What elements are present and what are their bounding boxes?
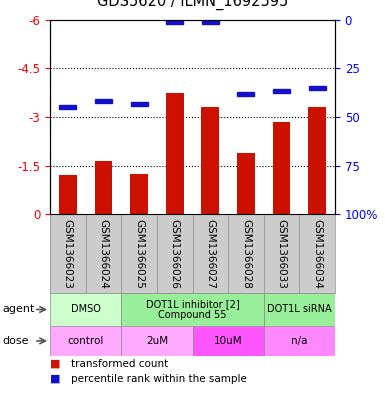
Text: GSM1366023: GSM1366023 [63,219,73,288]
Text: GDS5620 / ILMN_1692595: GDS5620 / ILMN_1692595 [97,0,288,10]
Text: n/a: n/a [291,336,308,346]
Bar [201,107,219,214]
Text: GSM1366025: GSM1366025 [134,219,144,288]
Bar [131,102,147,106]
Text: transformed count: transformed count [71,359,169,369]
Text: GSM1366033: GSM1366033 [276,219,286,288]
Bar [264,293,335,326]
Bar [308,107,326,214]
Text: GSM1366024: GSM1366024 [99,219,109,288]
Text: agent: agent [2,305,34,314]
Text: DOT1L siRNA: DOT1L siRNA [267,305,331,314]
Bar [95,99,112,103]
Bar [273,122,290,214]
Bar [50,326,121,356]
Bar [237,152,255,214]
Bar [273,89,290,93]
Text: dose: dose [2,336,28,346]
Bar [166,20,183,24]
Text: DOT1L inhibitor [2]
Compound 55: DOT1L inhibitor [2] Compound 55 [146,299,239,320]
Bar [309,86,326,90]
Bar [121,293,264,326]
Bar [121,326,192,356]
Text: GSM1366034: GSM1366034 [312,219,322,288]
Bar [238,92,254,96]
Text: control: control [67,336,104,346]
Text: ■: ■ [50,374,60,384]
Bar [95,161,112,214]
Bar [59,105,76,109]
Bar [264,326,335,356]
Bar [192,326,264,356]
Text: percentile rank within the sample: percentile rank within the sample [71,374,247,384]
Text: GSM1366028: GSM1366028 [241,219,251,288]
Bar [166,93,184,214]
Text: DMSO: DMSO [71,305,100,314]
Text: 2uM: 2uM [146,336,168,346]
Bar [202,20,219,24]
Text: ■: ■ [50,359,60,369]
Bar [130,174,148,214]
Bar [50,293,121,326]
Text: 10uM: 10uM [214,336,243,346]
Text: GSM1366027: GSM1366027 [205,219,215,288]
Bar [59,175,77,214]
Text: GSM1366026: GSM1366026 [170,219,180,288]
